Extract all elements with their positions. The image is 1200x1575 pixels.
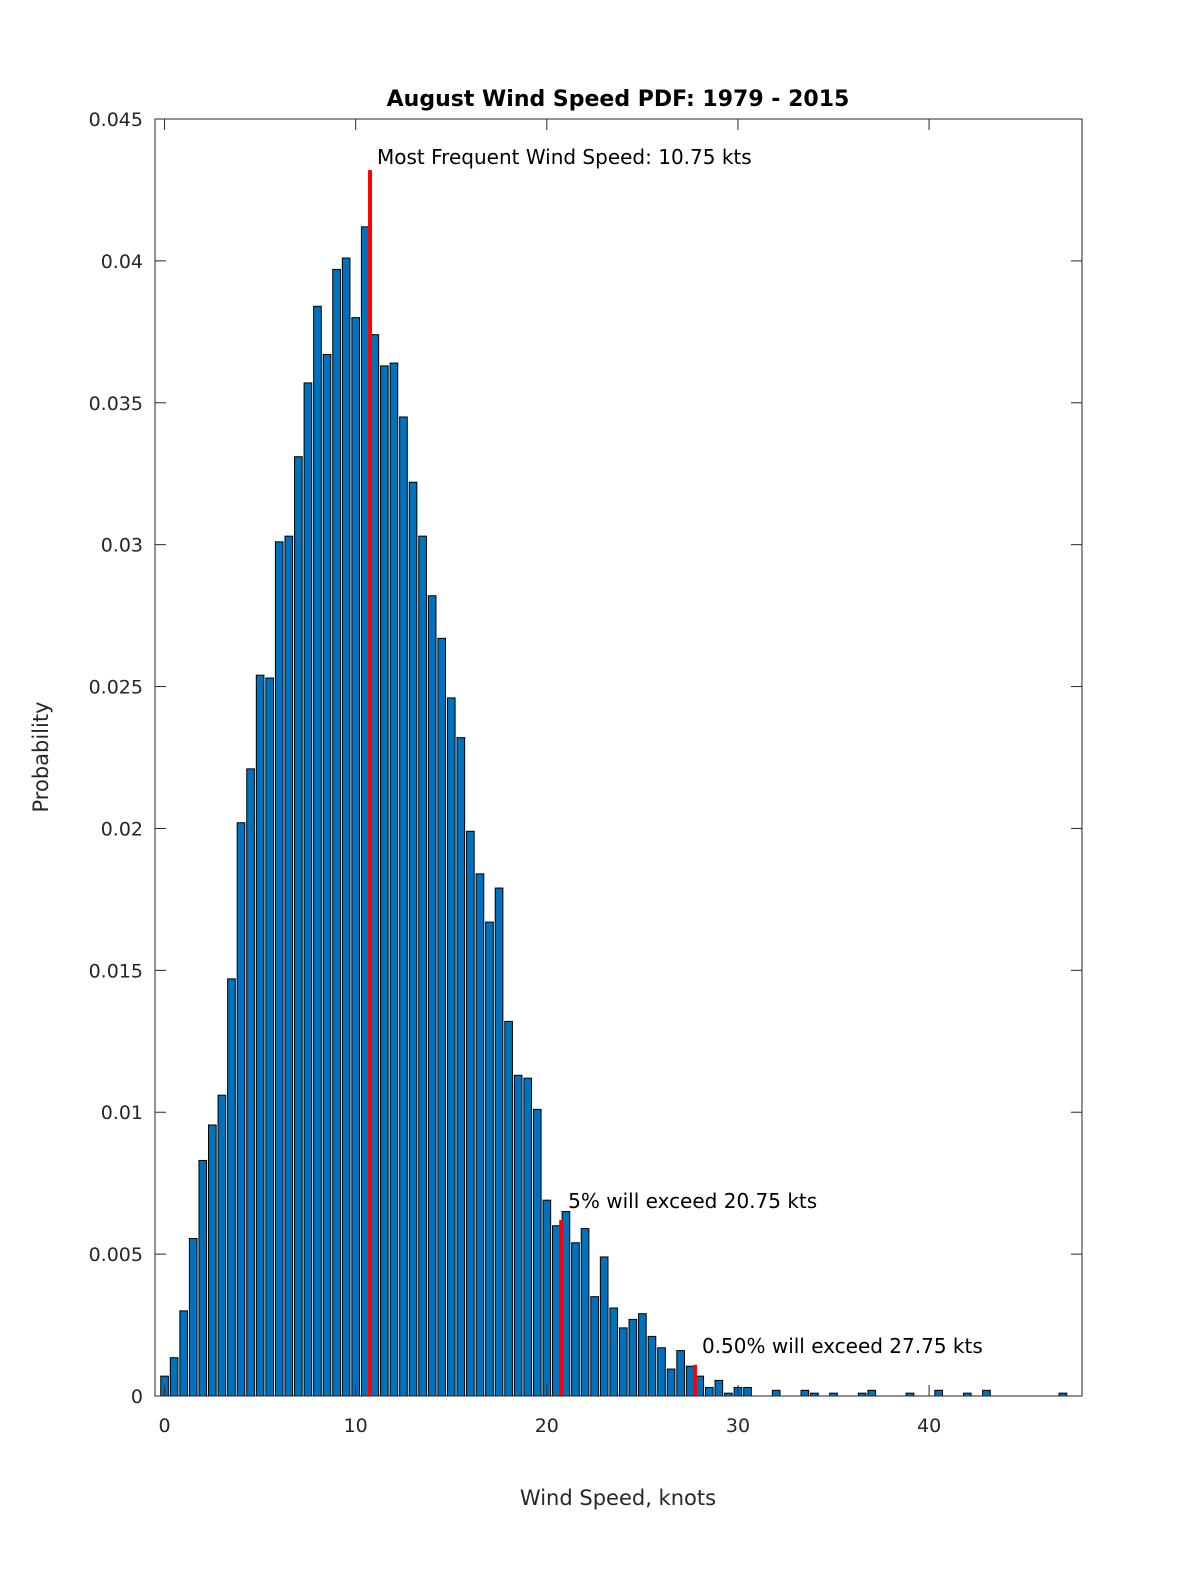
bar (494, 887, 504, 1397)
x-axis-label: Wind Speed, knots (520, 1486, 716, 1510)
bar (370, 334, 380, 1397)
bar (427, 595, 437, 1397)
bar (351, 317, 361, 1397)
bar (599, 1256, 609, 1397)
bar (294, 456, 303, 1397)
bar (418, 535, 427, 1397)
x-tick-label: 0 (159, 1415, 171, 1437)
bar (590, 1296, 599, 1397)
y-tick-label: 0.04 (101, 251, 143, 273)
bar (236, 822, 246, 1397)
bar (341, 257, 351, 1397)
markers-group: Most Frequent Wind Speed: 10.75 kts 5% wi… (368, 145, 983, 1396)
y-tick-label: 0.005 (89, 1244, 143, 1266)
marker-annotation: Most Frequent Wind Speed: 10.75 kts (377, 145, 752, 169)
bar (313, 305, 322, 1397)
bar (800, 1389, 810, 1397)
bar (571, 1242, 580, 1397)
y-tick-label: 0 (131, 1386, 143, 1408)
bar (695, 1375, 705, 1397)
y-tick-label: 0.045 (89, 109, 143, 131)
bar (513, 1074, 523, 1397)
bar (685, 1365, 695, 1397)
y-tick-label: 0.035 (89, 393, 143, 415)
bar (743, 1386, 752, 1397)
bar (389, 362, 399, 1397)
bar (380, 365, 389, 1397)
x-tick-label: 30 (726, 1415, 750, 1437)
y-axis-label: Probability (29, 701, 53, 812)
bar (532, 1108, 542, 1397)
bar (399, 416, 408, 1397)
bar (771, 1389, 781, 1397)
bar (523, 1077, 533, 1397)
y-tick-label: 0.01 (101, 1102, 143, 1124)
x-tick-label: 10 (344, 1415, 368, 1437)
bar (552, 1225, 561, 1397)
bar (246, 768, 255, 1397)
bar (982, 1389, 991, 1397)
bar (456, 737, 466, 1397)
bar (198, 1159, 208, 1397)
bar (179, 1310, 189, 1397)
bar (188, 1238, 198, 1397)
bar (867, 1389, 877, 1397)
bar (934, 1389, 943, 1397)
bar (609, 1307, 619, 1397)
marker-annotation: 5% will exceed 20.75 kts (568, 1189, 817, 1213)
bar (628, 1318, 638, 1397)
bar (265, 677, 275, 1397)
bar (647, 1335, 657, 1397)
bar (704, 1386, 714, 1397)
y-tick-label: 0.02 (101, 818, 143, 840)
bar (437, 637, 447, 1397)
bar (446, 697, 456, 1397)
bar (360, 226, 370, 1397)
bar (666, 1368, 676, 1397)
x-tick-label: 20 (535, 1415, 559, 1437)
bar (676, 1350, 685, 1397)
bar (217, 1094, 227, 1397)
axes-group: 0 10 20 30 40 0 0.005 0.01 0.015 0.02 0.025 0.03 0.0… (89, 109, 1082, 1437)
x-tick-label: 40 (917, 1415, 941, 1437)
bar (638, 1313, 647, 1397)
bar (466, 830, 475, 1397)
bar (255, 674, 265, 1397)
bar (169, 1357, 179, 1397)
y-tick-label: 0.03 (101, 535, 143, 557)
bar (485, 921, 494, 1397)
bar (332, 268, 341, 1397)
bar (408, 481, 418, 1397)
bar (580, 1228, 590, 1397)
bar (303, 382, 313, 1397)
plot-frame (154, 118, 1083, 1397)
bar (322, 354, 332, 1397)
bar (274, 541, 284, 1397)
bar (618, 1327, 628, 1397)
bar (561, 1211, 571, 1397)
chart-title: August Wind Speed PDF: 1979 - 2015 (387, 87, 850, 112)
bar (227, 978, 236, 1397)
bar (657, 1347, 666, 1397)
marker-annotation: 0.50% will exceed 27.75 kts (702, 1334, 983, 1358)
bar (208, 1124, 217, 1397)
y-tick-label: 0.025 (89, 677, 143, 699)
y-tick-label: 0.015 (89, 960, 143, 982)
bar (284, 535, 294, 1397)
bar (475, 873, 485, 1397)
bar (714, 1379, 724, 1397)
bar (504, 1020, 513, 1397)
bar (542, 1199, 552, 1397)
